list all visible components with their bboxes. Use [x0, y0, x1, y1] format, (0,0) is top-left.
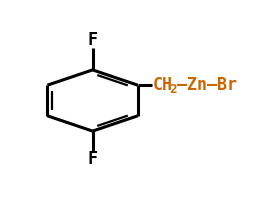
Text: —Zn—Br: —Zn—Br	[177, 76, 236, 94]
Text: CH: CH	[153, 76, 173, 94]
Text: F: F	[88, 31, 98, 49]
Text: 2: 2	[169, 83, 177, 96]
Text: F: F	[88, 150, 98, 168]
